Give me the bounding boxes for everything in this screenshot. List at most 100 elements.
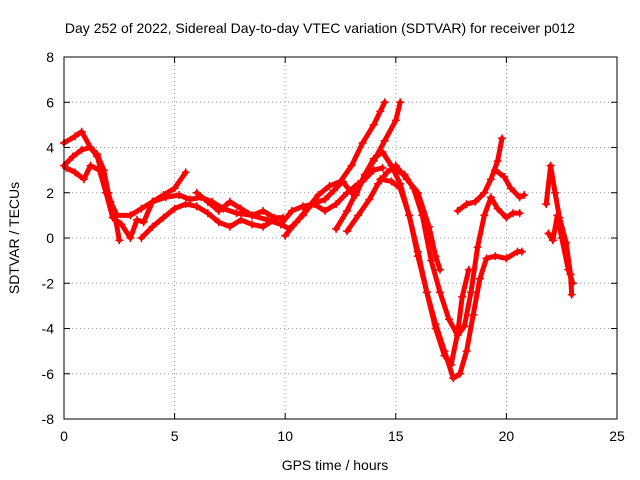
data-point bbox=[93, 152, 102, 161]
data-point bbox=[409, 184, 418, 193]
data-point bbox=[292, 218, 301, 227]
data-point bbox=[214, 206, 223, 215]
data-point bbox=[431, 320, 440, 328]
data-point bbox=[279, 213, 287, 222]
data-point bbox=[568, 279, 577, 288]
series-track-16 bbox=[544, 211, 577, 288]
data-point bbox=[86, 161, 95, 170]
data-point bbox=[467, 288, 475, 297]
data-point bbox=[181, 168, 190, 177]
data-point bbox=[491, 252, 500, 261]
data-point bbox=[287, 206, 296, 215]
data-point bbox=[480, 211, 489, 220]
data-point bbox=[369, 166, 378, 175]
data-point bbox=[108, 213, 117, 222]
data-point bbox=[343, 206, 352, 215]
y-tick-label: -4 bbox=[42, 321, 55, 337]
data-point bbox=[551, 188, 560, 197]
data-point bbox=[95, 166, 104, 175]
data-point bbox=[259, 206, 268, 215]
data-point bbox=[491, 166, 500, 175]
series-track-14 bbox=[491, 166, 529, 202]
data-point bbox=[449, 374, 458, 383]
data-point bbox=[303, 204, 312, 213]
series-track-6 bbox=[192, 188, 287, 222]
data-point bbox=[453, 206, 462, 215]
data-point bbox=[148, 197, 157, 206]
data-point bbox=[71, 132, 80, 141]
data-point bbox=[343, 227, 352, 236]
data-point bbox=[453, 331, 462, 340]
data-point bbox=[380, 98, 389, 107]
data-point bbox=[482, 254, 491, 263]
series-line bbox=[492, 167, 527, 200]
data-point bbox=[126, 211, 135, 220]
series-line bbox=[393, 167, 523, 338]
data-point bbox=[133, 215, 141, 224]
data-point bbox=[391, 166, 400, 175]
data-point bbox=[347, 161, 356, 170]
data-series-layer bbox=[60, 98, 577, 383]
data-point bbox=[137, 234, 146, 242]
x-tick-label: 5 bbox=[171, 428, 179, 444]
data-point bbox=[352, 191, 360, 199]
data-point bbox=[113, 211, 122, 220]
chart-title: Day 252 of 2022, Sidereal Day-to-day VTE… bbox=[65, 20, 575, 36]
data-point bbox=[192, 202, 201, 211]
y-tick-label: -6 bbox=[42, 366, 55, 382]
data-point bbox=[354, 211, 363, 220]
data-point bbox=[473, 243, 482, 252]
data-point bbox=[360, 170, 369, 179]
data-point bbox=[462, 200, 471, 209]
data-point bbox=[170, 204, 179, 213]
data-point bbox=[520, 191, 529, 199]
data-point bbox=[418, 211, 427, 220]
data-point bbox=[374, 179, 383, 188]
data-point bbox=[462, 347, 471, 356]
data-point bbox=[314, 191, 323, 199]
data-point bbox=[387, 177, 396, 186]
data-point bbox=[148, 222, 157, 231]
data-point bbox=[440, 347, 449, 356]
data-point bbox=[321, 206, 329, 215]
data-point bbox=[509, 209, 517, 218]
data-point bbox=[464, 265, 473, 274]
x-tick-label: 20 bbox=[499, 428, 515, 444]
data-point bbox=[139, 218, 148, 227]
data-point bbox=[102, 188, 110, 197]
series-track-5 bbox=[137, 163, 387, 242]
data-point bbox=[475, 274, 484, 283]
data-point bbox=[325, 182, 334, 190]
data-point bbox=[71, 168, 80, 177]
data-point bbox=[400, 170, 409, 179]
data-point bbox=[203, 197, 212, 206]
y-tick-label: -2 bbox=[42, 275, 55, 291]
data-point bbox=[544, 229, 553, 238]
series-track-11 bbox=[376, 175, 526, 383]
data-point bbox=[79, 175, 88, 184]
data-point bbox=[567, 290, 576, 299]
data-point bbox=[506, 184, 515, 193]
data-point bbox=[486, 193, 495, 202]
data-point bbox=[259, 222, 268, 231]
data-point bbox=[192, 188, 201, 197]
series-track-1 bbox=[60, 127, 124, 245]
data-point bbox=[186, 195, 195, 204]
y-tick-label: -8 bbox=[42, 411, 55, 427]
grid-lines bbox=[64, 57, 617, 419]
data-point bbox=[564, 265, 573, 274]
data-point bbox=[358, 139, 367, 147]
y-tick-label: 2 bbox=[46, 185, 54, 201]
data-point bbox=[498, 134, 506, 143]
data-point bbox=[159, 213, 168, 222]
data-point bbox=[126, 234, 135, 242]
data-point bbox=[502, 254, 511, 263]
data-point bbox=[175, 191, 183, 199]
data-point bbox=[378, 148, 387, 156]
data-point bbox=[77, 127, 86, 136]
data-point bbox=[436, 288, 444, 297]
y-tick-label: 0 bbox=[46, 230, 54, 246]
x-axis-label: GPS time / hours bbox=[282, 457, 389, 473]
data-point bbox=[376, 175, 385, 184]
